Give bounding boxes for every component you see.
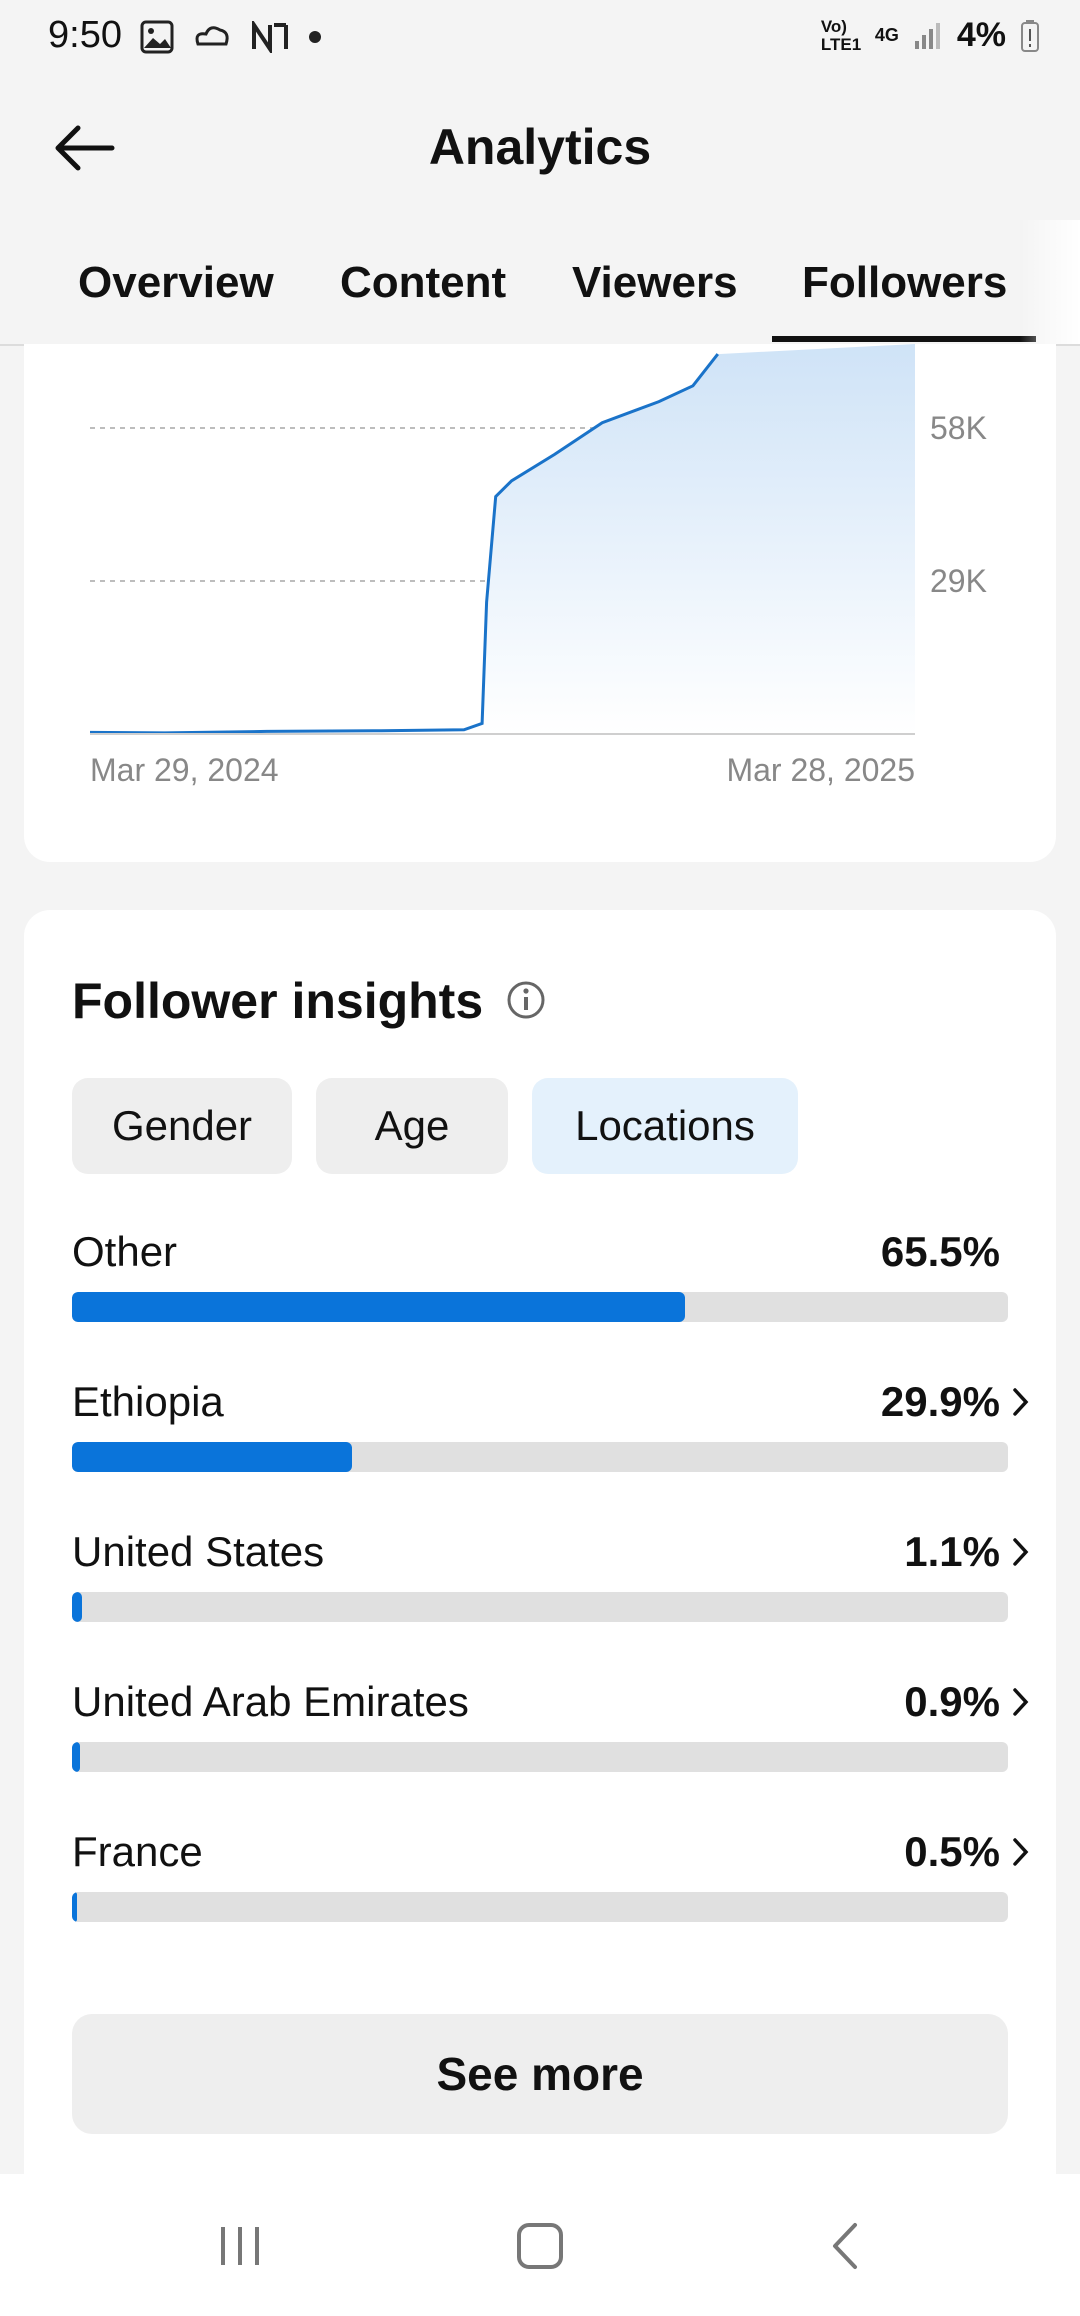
follower-insights-card: Follower insights Gender Age Locations O… xyxy=(24,910,1056,2280)
location-percent: 65.5% xyxy=(880,1228,1000,1275)
info-circle-icon[interactable] xyxy=(506,980,546,1020)
location-bar-track xyxy=(72,1742,1008,1772)
location-name: Other xyxy=(72,1228,178,1275)
tab-overview[interactable]: Overview xyxy=(78,258,274,307)
tab-followers[interactable]: Followers xyxy=(802,258,1008,307)
y-tick-label: 29K xyxy=(930,563,987,599)
chip-gender[interactable]: Gender xyxy=(72,1078,292,1174)
location-bar-track xyxy=(72,1892,1008,1922)
status-right-icons: Vo) LTE1 4G 4% xyxy=(821,16,1040,55)
chevron-right-icon[interactable] xyxy=(1010,1384,1032,1420)
location-row[interactable]: United Arab Emirates 0.9% xyxy=(72,1678,1032,1828)
recent-apps-icon xyxy=(221,2227,259,2265)
chip-age[interactable]: Age xyxy=(316,1078,508,1174)
location-name: United Arab Emirates xyxy=(72,1678,469,1725)
location-bar-track xyxy=(72,1292,1008,1322)
chevron-right-icon[interactable] xyxy=(1010,1534,1032,1570)
status-left-icons xyxy=(140,20,322,54)
status-time: 9:50 xyxy=(48,14,122,56)
location-bar-track xyxy=(72,1592,1008,1622)
location-percent: 29.9% xyxy=(880,1378,1000,1425)
chevron-right-icon[interactable] xyxy=(1010,1834,1032,1870)
location-row[interactable]: Ethiopia 29.9% xyxy=(72,1378,1032,1528)
chart-series-line xyxy=(89,353,719,735)
followers-chart: 58K 29K Mar 29, 2024 Mar 28, 2025 xyxy=(89,344,987,788)
tab-content[interactable]: Content xyxy=(340,258,507,307)
insights-title: Follower insights xyxy=(72,973,484,1029)
location-name: France xyxy=(72,1828,203,1875)
location-name: Ethiopia xyxy=(72,1378,224,1425)
gallery-icon xyxy=(140,20,174,54)
page-title: Analytics xyxy=(428,119,652,175)
home-icon xyxy=(517,2223,563,2269)
tab-viewers[interactable]: Viewers xyxy=(572,258,738,307)
location-name: United States xyxy=(72,1528,325,1575)
back-button[interactable] xyxy=(44,108,124,188)
location-row: Other 65.5% xyxy=(72,1228,1032,1378)
back-nav-icon xyxy=(833,2223,857,2269)
location-bar-fill xyxy=(72,1592,83,1622)
system-nav-bar xyxy=(0,2174,1080,2316)
location-bar-fill xyxy=(72,1442,352,1472)
signal-icon xyxy=(914,22,940,49)
chip-locations[interactable]: Locations xyxy=(532,1078,798,1174)
arrow-left-icon xyxy=(55,125,115,171)
home-button[interactable] xyxy=(500,2214,580,2278)
battery-icon xyxy=(1021,19,1039,52)
recent-apps-button[interactable] xyxy=(200,2214,280,2278)
status-bar: 9:50 Vo) LTE1 4G 4% xyxy=(0,0,1080,80)
tab-bar: Overview Content Viewers Followers xyxy=(0,220,1080,346)
chart-area-fill xyxy=(90,344,915,734)
n-icon xyxy=(252,21,288,53)
location-bar-track xyxy=(72,1442,1008,1472)
network-label: Vo) LTE1 xyxy=(820,16,862,54)
chevron-right-icon[interactable] xyxy=(1010,1684,1032,1720)
x-end-label: Mar 28, 2025 xyxy=(726,752,915,788)
location-bar-fill xyxy=(72,1892,77,1922)
dot-icon xyxy=(309,31,321,43)
active-tab-indicator xyxy=(772,336,1036,342)
app-header: Analytics xyxy=(0,80,1080,210)
tab-scroll-fade xyxy=(1020,220,1080,344)
location-percent: 0.5% xyxy=(904,1828,1000,1875)
location-bar-fill xyxy=(72,1292,686,1322)
y-tick-label: 58K xyxy=(930,410,987,446)
location-percent: 0.9% xyxy=(904,1678,1000,1725)
location-percent: 1.1% xyxy=(904,1528,1000,1575)
location-row[interactable]: United States 1.1% xyxy=(72,1528,1032,1678)
followers-chart-card: 58K 29K Mar 29, 2024 Mar 28, 2025 xyxy=(24,344,1056,862)
x-start-label: Mar 29, 2024 xyxy=(90,752,279,788)
see-more-button[interactable]: See more xyxy=(72,2014,1008,2134)
location-bar-fill xyxy=(72,1742,81,1772)
battery-percent: 4% xyxy=(956,16,1006,54)
cloud-icon xyxy=(195,26,229,46)
location-row[interactable]: France 0.5% xyxy=(72,1828,1032,1978)
back-nav-button[interactable] xyxy=(806,2214,886,2278)
network-type: 4G xyxy=(874,25,899,45)
